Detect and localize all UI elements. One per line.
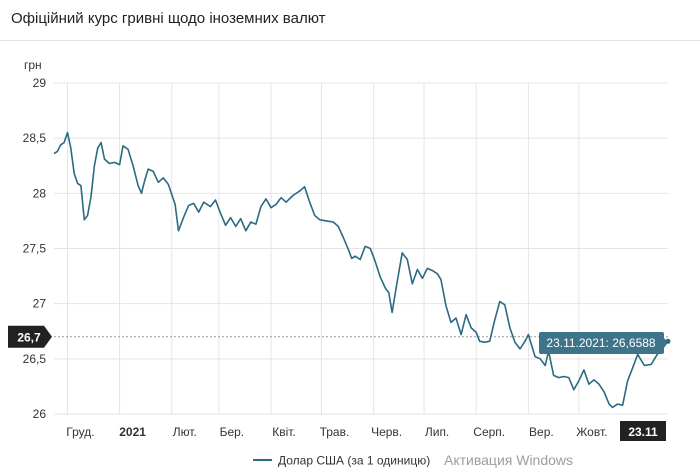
x-tick-label: Груд. bbox=[66, 425, 94, 439]
windows-activation-watermark: Активация Windows bbox=[444, 452, 574, 468]
y-tick-label: 29 bbox=[33, 76, 47, 90]
cursor-x-badge bbox=[620, 421, 666, 441]
crosshair-y-badge bbox=[8, 325, 52, 348]
y-tick-label: 27 bbox=[33, 297, 47, 311]
y-tick-label: 26,5 bbox=[23, 352, 47, 366]
legend-label[interactable]: Долар США (за 1 одиницю) bbox=[278, 454, 430, 468]
x-tick-label: Бер. bbox=[220, 425, 245, 439]
page-header: Офіційний курс гривні щодо іноземних вал… bbox=[0, 0, 700, 41]
x-tick-label: Серп. bbox=[473, 425, 505, 439]
x-tick-label: Квіт. bbox=[272, 425, 296, 439]
x-tick-label: Жовт. bbox=[576, 425, 607, 439]
crosshair-y-label: 26,7 bbox=[17, 330, 41, 344]
y-axis-label: грн bbox=[24, 58, 42, 72]
x-tick-label: Лип. bbox=[425, 425, 449, 439]
page-title: Офіційний курс гривні щодо іноземних вал… bbox=[11, 10, 326, 27]
cursor-x-label: 23.11 bbox=[628, 425, 658, 439]
tooltip-text: 23.11.2021: 26,6588 bbox=[546, 336, 656, 350]
tooltip-point bbox=[665, 338, 671, 344]
x-tick-label: 2021 bbox=[119, 425, 146, 439]
tooltip-box bbox=[539, 332, 664, 354]
y-tick-label: 28 bbox=[33, 186, 47, 200]
y-tick-label: 27,5 bbox=[23, 242, 47, 256]
x-tick-label: Вер. bbox=[529, 425, 554, 439]
x-tick-label: Черв. bbox=[371, 425, 402, 439]
x-tick-label: Трав. bbox=[320, 425, 350, 439]
y-tick-label: 28,5 bbox=[23, 131, 47, 145]
series-line-usd bbox=[53, 131, 669, 409]
x-tick-label: Лют. bbox=[173, 425, 197, 439]
y-tick-label: 26 bbox=[33, 407, 47, 421]
